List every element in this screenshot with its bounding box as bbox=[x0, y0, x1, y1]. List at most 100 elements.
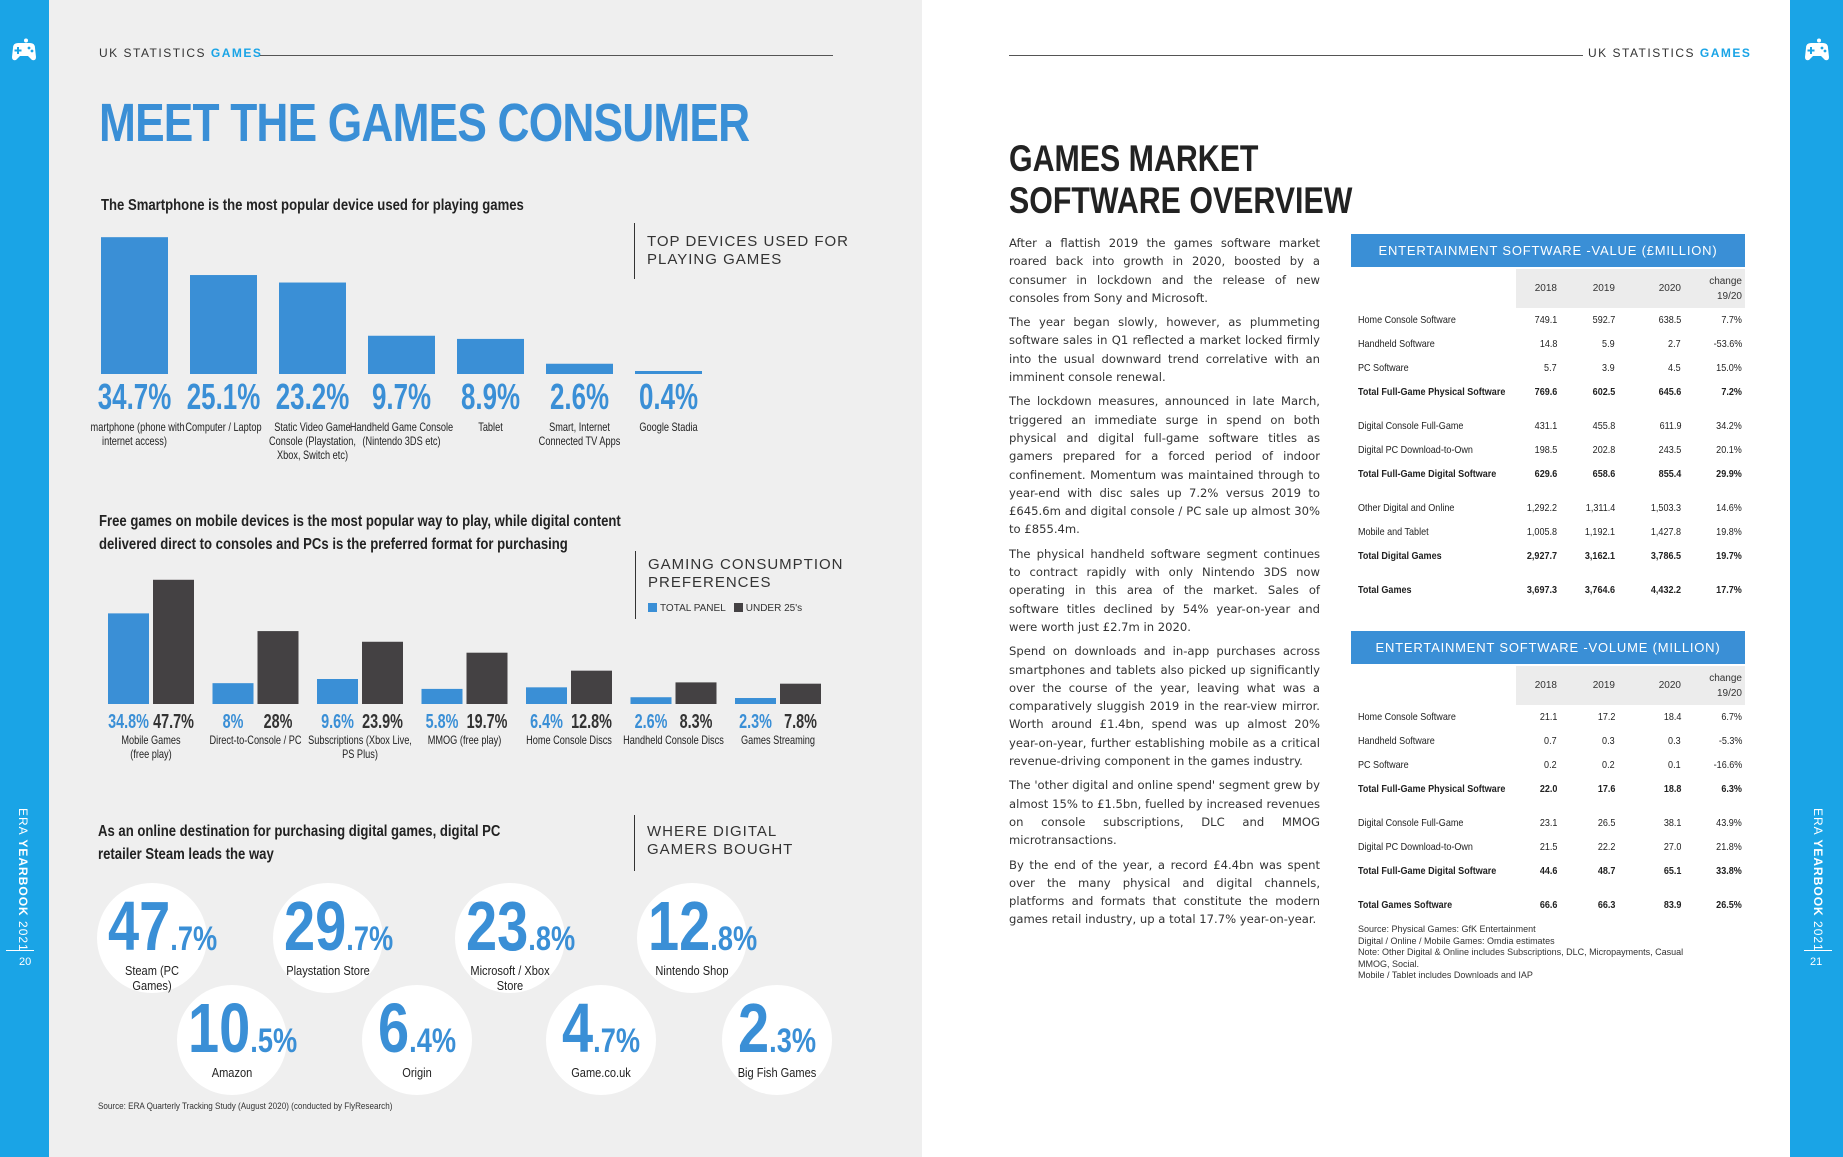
table-column-year: 2020 bbox=[1658, 283, 1681, 294]
consumption-value-label: 8% bbox=[223, 710, 244, 733]
article-paragraph: The 'other digital and online spend' seg… bbox=[1009, 778, 1320, 848]
source-line: Note: Other Digital & Online includes Su… bbox=[1358, 947, 1684, 957]
retailer-name: Microsoft / Xbox Store bbox=[470, 963, 550, 993]
right-side-bar: ERA YEARBOOK 2021 21 bbox=[1790, 0, 1843, 1157]
table-cell: 749.1 bbox=[1534, 314, 1557, 326]
table-cell: 15.0% bbox=[1716, 362, 1742, 374]
consumption-bar bbox=[735, 698, 776, 704]
consumption-value-label: 12.8% bbox=[571, 710, 612, 733]
consumption-bar bbox=[317, 679, 358, 704]
article-paragraph: The year began slowly, however, as plumm… bbox=[1009, 315, 1320, 385]
title-line: retailer Steam leads the way bbox=[98, 846, 274, 863]
consumption-category-label: MMOG (free play) bbox=[428, 735, 502, 747]
table-cell: 5.7 bbox=[1544, 362, 1557, 374]
legend-swatch bbox=[733, 603, 743, 612]
table-cell: 4.5 bbox=[1668, 362, 1681, 374]
table-title: ENTERTAINMENT SOFTWARE -VOLUME (MILLION) bbox=[1351, 631, 1745, 664]
table-row: Home Console Software 21.1 17.2 18.4 6.7% bbox=[1351, 705, 1745, 729]
table-spacer bbox=[1351, 801, 1745, 811]
retailer-name: Playstation Store bbox=[286, 963, 370, 978]
table-cell: 3,697.3 bbox=[1526, 584, 1557, 596]
table-cell: 3,162.1 bbox=[1584, 550, 1615, 562]
consumption-value-label: 2.6% bbox=[635, 710, 668, 733]
retailer-share: 47.7% bbox=[108, 887, 218, 965]
table-sources: Source: Physical Games: GfK Entertainmen… bbox=[1358, 924, 1683, 982]
devices-category-label: Handheld Game Console bbox=[350, 422, 453, 434]
devices-category-label: Xbox, Switch etc) bbox=[277, 450, 348, 462]
table-row-label: Handheld Software bbox=[1358, 338, 1435, 350]
legend-swatch bbox=[648, 603, 657, 612]
table-cell: 6.3% bbox=[1721, 783, 1742, 795]
table-row-label: Total Games Software bbox=[1358, 899, 1453, 911]
table-cell: 48.7 bbox=[1597, 865, 1615, 877]
table-cell: 21.1 bbox=[1539, 711, 1557, 723]
devices-value-label: 34.7% bbox=[98, 377, 172, 417]
retailer-circle: 23.8% Microsoft / Xbox Store bbox=[455, 883, 575, 993]
table-column-year: 2019 bbox=[1592, 680, 1615, 691]
table-header-bg bbox=[1516, 666, 1745, 705]
right-header-rule bbox=[1009, 55, 1583, 56]
right-header-label: UK STATISTICS GAMES bbox=[1588, 46, 1752, 60]
table-cell: 198.5 bbox=[1534, 444, 1557, 456]
legend-item-total-panel: TOTAL PANEL bbox=[648, 603, 726, 614]
retailer-share: 29.7% bbox=[284, 887, 394, 965]
table-row-label: Digital Console Full-Game bbox=[1358, 817, 1464, 829]
table-cell: 22.2 bbox=[1597, 841, 1615, 853]
retailer-circle: 4.7% Game.co.uk bbox=[546, 985, 656, 1095]
consumption-bar bbox=[571, 670, 612, 704]
consumption-box-label: GAMING CONSUMPTION PREFERENCES bbox=[635, 551, 844, 619]
retailer-share: 2.3% bbox=[737, 989, 817, 1067]
table-cell: 7.7% bbox=[1721, 314, 1742, 326]
table-row-label: Total Full-Game Digital Software bbox=[1358, 865, 1497, 877]
consumption-bar bbox=[257, 631, 299, 704]
table-cell: 22.0 bbox=[1539, 783, 1557, 795]
table-cell: 1,427.8 bbox=[1650, 526, 1681, 538]
retailer-name: Steam (PC Games) bbox=[124, 963, 180, 993]
table-cell: 1,503.3 bbox=[1650, 502, 1681, 514]
devices-category-label: Console (Playstation, bbox=[269, 436, 356, 448]
table-cell: 19.7% bbox=[1716, 550, 1742, 562]
consumption-bar bbox=[153, 579, 194, 704]
table-row-label: Home Console Software bbox=[1358, 711, 1456, 723]
consumption-category-label: PS Plus) bbox=[342, 749, 378, 761]
consumption-category-label: Subscriptions (Xbox Live, bbox=[308, 735, 412, 747]
consumption-bar bbox=[630, 697, 672, 704]
table-column-headers: 2018 2019 2020 change 19/20 bbox=[1351, 666, 1745, 705]
retailer-share: 10.5% bbox=[188, 989, 298, 1067]
devices-category-label: internet access) bbox=[102, 436, 167, 448]
retailers-box-label: WHERE DIGITAL GAMERS BOUGHT bbox=[634, 815, 793, 871]
devices-value-label: 8.9% bbox=[461, 377, 520, 417]
retailer-circle: 12.8% Nintendo Shop bbox=[637, 883, 757, 993]
article-paragraph: After a flattish 2019 the games software… bbox=[1009, 236, 1320, 305]
consumption-category-label: Handheld Console Discs bbox=[623, 735, 724, 747]
table-cell: 21.5 bbox=[1539, 841, 1557, 853]
devices-bar bbox=[457, 338, 524, 374]
table-row-label: Total Full-Game Physical Software bbox=[1358, 783, 1506, 795]
devices-bar bbox=[279, 282, 346, 374]
box-label-line: PREFERENCES bbox=[648, 574, 772, 591]
devices-category-label: Tablet bbox=[478, 422, 503, 434]
table-cell: 7.2% bbox=[1721, 386, 1742, 398]
table-cell: 611.9 bbox=[1659, 420, 1681, 432]
legend-item-under-25s: UNDER 25's bbox=[733, 603, 802, 614]
devices-category-label: (Nintendo 3DS etc) bbox=[362, 436, 440, 448]
table-row-label: PC Software bbox=[1358, 759, 1409, 771]
table-cell: 26.5 bbox=[1597, 817, 1615, 829]
article-paragraph: The lockdown measures, announced in late… bbox=[1009, 394, 1320, 537]
devices-category-label: Google Stadia bbox=[639, 422, 697, 434]
devices-bar bbox=[190, 275, 257, 374]
table-row: Handheld Software 14.8 5.9 2.7 -53.6% bbox=[1351, 332, 1745, 356]
title-line: Free games on mobile devices is the most… bbox=[99, 513, 621, 530]
table-cell: 0.7 bbox=[1544, 735, 1557, 747]
table-row-label: Total Full-Game Digital Software bbox=[1358, 468, 1497, 480]
table-row: Digital Console Full-Game 431.1 455.8 611.9… bbox=[1351, 414, 1745, 438]
table-row-label: Digital PC Download-to-Own bbox=[1358, 444, 1473, 456]
table-row: PC Software 0.2 0.2 0.1 -16.6% bbox=[1351, 753, 1745, 777]
devices-bar bbox=[635, 371, 702, 374]
left-header-label: UK STATISTICS GAMES bbox=[99, 46, 263, 60]
box-label-line: TOP DEVICES USED FOR bbox=[647, 233, 849, 250]
sidebar-yearbook-label: ERA YEARBOOK 2021 bbox=[1811, 808, 1825, 952]
gamepad-icon bbox=[1805, 38, 1829, 61]
table-cell: 34.2% bbox=[1716, 420, 1742, 432]
table-row-label: Digital Console Full-Game bbox=[1358, 420, 1464, 432]
